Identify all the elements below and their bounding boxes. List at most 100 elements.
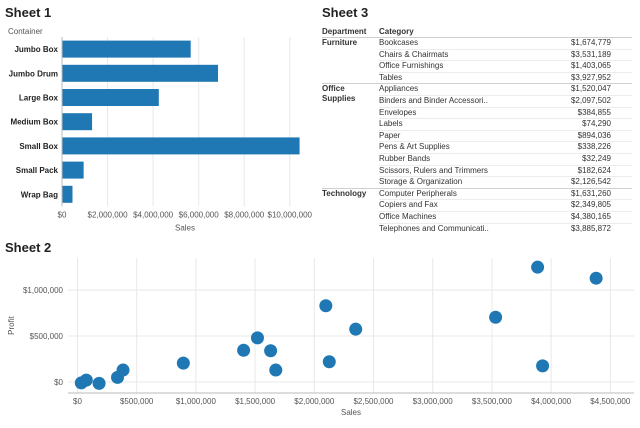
category-cell: Binders and Binder Accessori.. <box>379 95 488 105</box>
scatter-point <box>536 359 550 373</box>
x-tick-label: $10,000,000 <box>268 210 313 219</box>
x-tick-label: $4,500,000 <box>590 397 631 406</box>
bar <box>62 113 93 131</box>
department-block: Office Supplies Appliances $1,520,047 Binde… <box>322 83 632 187</box>
department-name: Office Supplies <box>322 84 356 104</box>
table-row: Paper $894,036 <box>379 131 632 143</box>
table-row: Binders and Binder Accessori.. $2,097,502 <box>379 96 632 108</box>
x-tick-label: $2,000,000 <box>294 397 335 406</box>
sales-value-cell: $32,249 <box>582 153 611 163</box>
table-row: Telephones and Communicati.. $3,885,872 <box>379 224 632 235</box>
table-row: Office Machines $4,380,165 <box>379 212 632 224</box>
scatter-point <box>264 344 278 358</box>
y-axis-title: Container <box>8 27 43 36</box>
sales-value-cell: $3,885,872 <box>570 223 611 233</box>
department-block: Technology Computer Peripherals $1,631,260… <box>322 187 632 235</box>
sales-value-cell: $1,631,260 <box>570 188 611 198</box>
sheet2-title: Sheet 2 <box>5 240 52 255</box>
category-cell: Chairs & Chairmats <box>379 49 449 59</box>
category-label: Small Pack <box>16 166 59 175</box>
department-name: Furniture <box>322 38 358 47</box>
sheet3-title: Sheet 3 <box>322 5 369 20</box>
y-tick-label: $0 <box>54 378 63 387</box>
scatter-point <box>589 271 603 285</box>
category-cell: Computer Peripherals <box>379 188 457 198</box>
category-label: Jumbo Box <box>14 45 58 54</box>
scatter-point <box>322 355 336 369</box>
category-cell: Appliances <box>379 84 419 94</box>
table-row: Computer Peripherals $1,631,260 <box>379 189 632 201</box>
x-tick-label: $3,500,000 <box>472 397 513 406</box>
sales-value-cell: $3,531,189 <box>570 49 611 59</box>
table-row: Appliances $1,520,047 <box>379 84 632 96</box>
table-row: Labels $74,290 <box>379 119 632 131</box>
scatter-point <box>237 343 251 357</box>
scatter-point <box>116 363 130 377</box>
x-tick-label: $500,000 <box>120 397 154 406</box>
scatter-point <box>531 260 545 274</box>
category-sales-table: Department Category Furniture Bookcases $1… <box>322 26 632 234</box>
y-tick-label: $500,000 <box>30 332 64 341</box>
x-tick-label: $0 <box>73 397 82 406</box>
x-tick-label: $2,500,000 <box>353 397 394 406</box>
category-cell: Storage & Organization <box>379 177 463 187</box>
category-cell: Paper <box>379 130 401 140</box>
category-cell: Tables <box>379 72 403 82</box>
x-tick-label: $2,000,000 <box>88 210 129 219</box>
category-cell: Office Machines <box>379 211 437 221</box>
sales-value-cell: $894,036 <box>577 130 611 140</box>
bar <box>62 161 84 179</box>
bar <box>62 185 73 203</box>
category-cell: Envelopes <box>379 107 417 117</box>
category-label: Jumbo Drum <box>9 69 58 78</box>
x-tick-label: $0 <box>58 210 67 219</box>
bar <box>62 64 219 82</box>
sales-value-cell: $1,403,065 <box>570 61 611 71</box>
category-cell: Labels <box>379 119 403 129</box>
category-cell: Rubber Bands <box>379 153 431 163</box>
category-cell: Telephones and Communicati.. <box>379 223 489 233</box>
category-label: Large Box <box>19 94 59 103</box>
category-cell: Bookcases <box>379 38 419 47</box>
scatter-point <box>92 376 106 390</box>
sales-value-cell: $1,520,047 <box>570 84 611 94</box>
scatter-point <box>349 322 363 336</box>
scatter-point <box>489 310 503 324</box>
sales-value-cell: $4,380,165 <box>570 211 611 221</box>
sales-value-cell: $338,226 <box>577 142 611 152</box>
table-row: Storage & Organization $2,126,542 <box>379 177 632 188</box>
x-axis-title: Sales <box>175 223 195 232</box>
sales-value-cell: $74,290 <box>582 119 611 129</box>
scatter-point <box>79 373 93 387</box>
department-column-header: Department <box>322 27 367 36</box>
department-name: Technology <box>322 188 367 198</box>
category-cell: Scissors, Rulers and Trimmers <box>379 165 488 175</box>
scatter-point <box>176 356 190 370</box>
bar-chart: $0 $2,000,000 $4,000,000 $6,000,000 $8,000,0… <box>8 27 313 232</box>
table-row: Pens & Art Supplies $338,226 <box>379 142 632 154</box>
y-tick-label: $1,000,000 <box>23 286 64 295</box>
table-row: Tables $3,927,952 <box>379 73 632 84</box>
sales-value-cell: $384,855 <box>577 107 611 117</box>
scatter-point <box>250 331 264 345</box>
table-row: Copiers and Fax $2,349,805 <box>379 200 632 212</box>
x-tick-label: $8,000,000 <box>224 210 265 219</box>
category-label: Medium Box <box>10 118 58 127</box>
table-row: Chairs & Chairmats $3,531,189 <box>379 50 632 62</box>
category-label: Small Box <box>19 142 58 151</box>
category-column-header: Category <box>379 27 414 36</box>
table-row: Bookcases $1,674,779 <box>379 38 632 50</box>
table-row: Office Furnishings $1,403,065 <box>379 61 632 73</box>
x-tick-label: $3,000,000 <box>413 397 454 406</box>
table-header: Department Category <box>322 26 632 37</box>
x-tick-label: $6,000,000 <box>179 210 220 219</box>
department-block: Furniture Bookcases $1,674,779 Chairs & Cha… <box>322 37 632 83</box>
bar <box>62 89 159 106</box>
sales-value-cell: $2,349,805 <box>570 200 611 210</box>
sales-value-cell: $3,927,952 <box>570 72 611 82</box>
category-cell: Pens & Art Supplies <box>379 142 450 152</box>
x-tick-label: $1,000,000 <box>176 397 217 406</box>
category-label: Wrap Bag <box>21 190 58 199</box>
scatter-chart: $0 $500,000 $1,000,000 $0 $500,000 $1,000,000… <box>7 258 634 417</box>
scatter-point <box>319 299 333 313</box>
